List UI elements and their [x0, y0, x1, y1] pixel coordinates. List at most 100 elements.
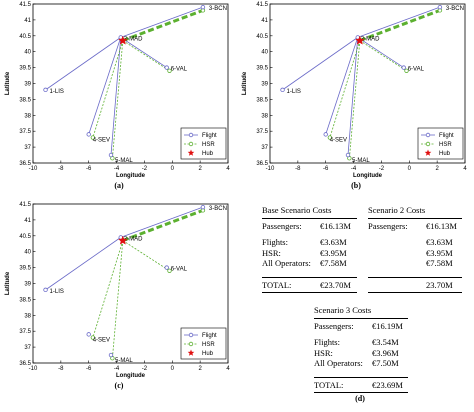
- hsr-line-main: [122, 8, 204, 42]
- base-title: Base Scenario Costs: [262, 205, 332, 215]
- hsr-line: [359, 40, 407, 72]
- x-tick-label: -4: [114, 166, 120, 172]
- x-tick-label: -2: [379, 166, 385, 172]
- x-tick-label: -2: [142, 366, 148, 372]
- city-label: 4-SEV: [330, 137, 347, 143]
- hsr-line: [111, 240, 124, 359]
- city-label: 5-MAL: [115, 158, 133, 164]
- s3-ops-label: All Operators:: [314, 358, 363, 368]
- city-label: 3-BCN: [209, 6, 227, 12]
- hsr-line: [92, 40, 124, 138]
- legend-box: [417, 127, 464, 160]
- flight-line: [110, 37, 122, 156]
- x-tick-label: -8: [295, 166, 301, 172]
- s2-title: Scenario 2 Costs: [368, 205, 426, 215]
- base-ops-label: All Operators:: [262, 258, 311, 268]
- city-label: 6-VAL: [171, 267, 188, 273]
- y-tick-label: 40.5: [19, 34, 31, 40]
- base-flights-label: Flights:: [262, 237, 288, 247]
- hsr-line: [122, 40, 170, 72]
- city-marker: [345, 152, 351, 158]
- city-marker: [200, 4, 206, 10]
- y-tick-label: 37: [24, 145, 31, 151]
- caption-a: (a): [114, 181, 124, 190]
- s2-total: 23.70M: [426, 279, 453, 290]
- base-passengers: €16.13M: [320, 220, 351, 231]
- s3-title: Scenario 3 Costs: [314, 305, 372, 315]
- s2-hsr: €3.95M: [426, 247, 453, 258]
- hsr-line: [348, 40, 361, 159]
- city-label: 1-LIS: [287, 89, 301, 95]
- legend-flight-marker: [425, 132, 431, 138]
- y-tick-label: 36.5: [19, 161, 31, 167]
- y-tick-label: 41.5: [19, 2, 31, 8]
- legend-label: HSR: [202, 342, 215, 348]
- legend-box: [180, 127, 227, 160]
- y-tick-label: 38.5: [19, 97, 31, 103]
- s2-flights: €3.63M: [426, 237, 453, 247]
- s2-ops: €7.58M: [426, 258, 453, 268]
- y-tick-label: 41: [261, 18, 268, 24]
- hsr-line: [92, 240, 124, 338]
- legend-hsr-marker: [188, 341, 194, 347]
- s3-costs: Scenario 3 Costs Passengers: €16.19M Flig…: [314, 305, 408, 395]
- legend-flight-marker: [188, 332, 194, 338]
- y-tick-label: 39.5: [256, 66, 268, 72]
- city-label: 3-BCN: [209, 206, 227, 212]
- x-tick-label: -10: [29, 166, 38, 172]
- x-tick-label: -4: [351, 166, 357, 172]
- chart-b: -10 -8 -6 -4 -2 0 2 4 36.5 37 37.5 38 38.5 39 39.5 40 40…: [242, 2, 467, 179]
- legend-hsr-marker: [188, 141, 194, 147]
- city-marker: [164, 65, 169, 70]
- y-tick-label: 40: [24, 50, 31, 56]
- legend-flight-marker: [188, 132, 194, 138]
- base-total-label: TOTAL:: [262, 279, 292, 290]
- s3-hsr-label: HSR:: [314, 347, 333, 358]
- y-tick-label: 40.5: [19, 234, 31, 240]
- x-tick-label: 2: [435, 166, 439, 172]
- y-tick-label: 38: [24, 113, 31, 119]
- base-costs: Base Scenario Costs Passengers: €16.13M F…: [262, 205, 357, 295]
- city-label: 6-VAL: [171, 67, 188, 73]
- y-tick-label: 37: [261, 145, 268, 151]
- city-marker: [437, 4, 443, 10]
- flight-line: [325, 37, 359, 135]
- city-label: 6-VAL: [408, 67, 425, 73]
- y-tick-label: 36.5: [256, 161, 268, 167]
- hsr-marker: [167, 68, 172, 73]
- legend-label: HSR: [439, 142, 452, 148]
- city-label: 1-LIS: [50, 289, 64, 295]
- x-tick-label: 4: [463, 166, 467, 172]
- x-tick-label: -6: [86, 366, 92, 372]
- legend-box: [180, 327, 227, 360]
- x-tick-label: -6: [323, 166, 329, 172]
- flight-line: [120, 6, 204, 38]
- chart-c: -10 -8 -6 -4 -2 0 2 4 36.5 37 37.5 38 38.5 39 39.5 40 40…: [5, 202, 230, 379]
- x-tick-label: 2: [198, 166, 202, 172]
- city-marker: [86, 332, 91, 337]
- y-tick-label: 39: [24, 82, 31, 88]
- x-tick-label: -4: [114, 366, 120, 372]
- y-tick-label: 39.5: [19, 66, 31, 72]
- legend-label: Hub: [202, 151, 214, 157]
- y-tick-label: 38: [261, 113, 268, 119]
- s3-passengers: €16.19M: [372, 320, 403, 331]
- hsr-line: [329, 40, 361, 138]
- legend-hub-marker: [424, 149, 432, 156]
- legend-label: Hub: [202, 351, 214, 357]
- caption-b: (b): [351, 181, 361, 190]
- s3-passengers-label: Passengers:: [314, 320, 354, 331]
- x-tick-label: -8: [58, 366, 64, 372]
- y-axis-label: Latitude: [5, 271, 11, 295]
- y-tick-label: 41: [24, 218, 31, 224]
- s3-total: €23.69M: [372, 379, 403, 390]
- hub-star: [355, 35, 365, 45]
- flight-line: [357, 37, 404, 68]
- x-axis-label: Longitude: [116, 173, 146, 179]
- city-marker: [86, 132, 91, 137]
- y-tick-label: 41: [24, 18, 31, 24]
- chart-a: -10 -8 -6 -4 -2 0 2 4 36.5 37 37.5 38 38.5 39 39.5 40 40…: [5, 2, 230, 179]
- legend-label: Hub: [439, 151, 451, 157]
- base-hsr: €3.95M: [320, 247, 347, 258]
- s2-passengers-label: Passengers:: [368, 220, 408, 231]
